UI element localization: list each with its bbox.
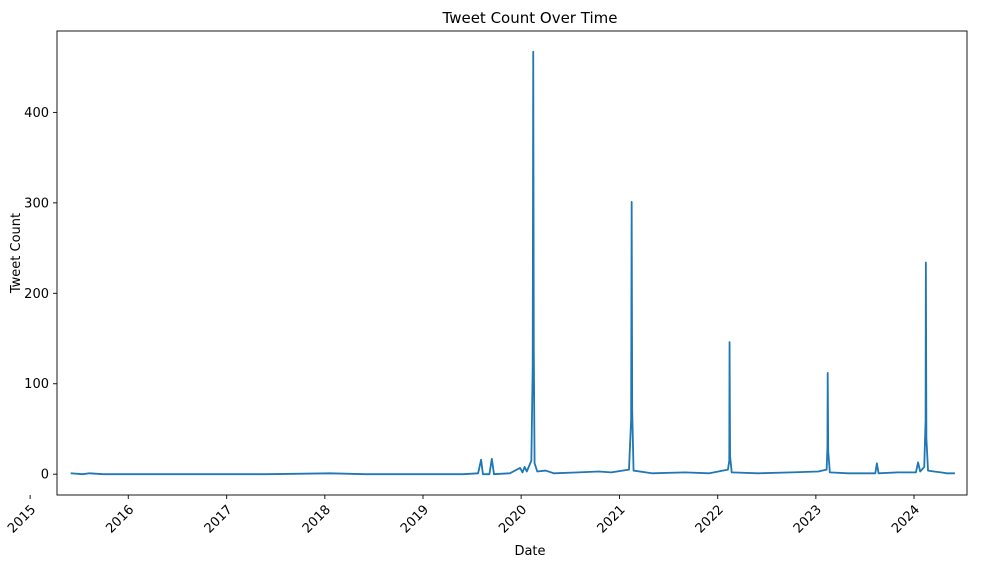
y-tick-label: 300: [24, 196, 49, 211]
chart-title: Tweet Count Over Time: [442, 9, 618, 27]
y-tick-label: 0: [41, 468, 49, 483]
y-axis-ticks: 0 100 200 300 400: [24, 106, 57, 483]
y-tick-label: 100: [24, 377, 49, 392]
y-tick-label: 200: [24, 287, 49, 302]
series-line-tweet-count: [70, 50, 955, 476]
x-axis-label: Date: [514, 544, 545, 559]
y-tick-label: 400: [24, 106, 49, 121]
plot-area-frame: [56, 30, 968, 496]
y-axis-label: Tweet Count: [9, 213, 24, 294]
